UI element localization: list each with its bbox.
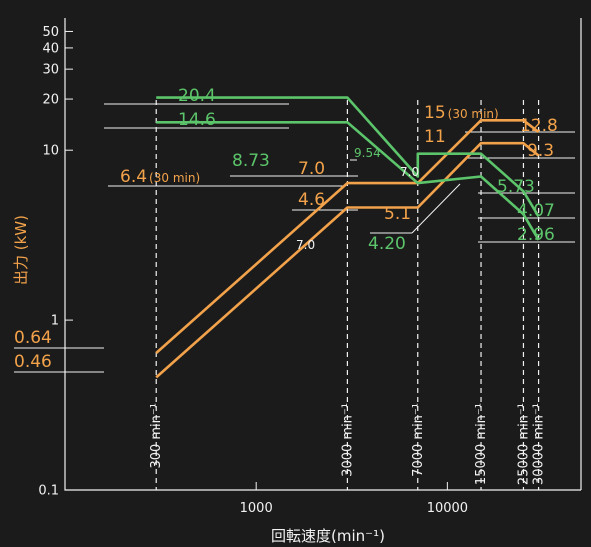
- annotation-label: 12.8: [520, 116, 558, 136]
- annotation-label: 8.73: [232, 151, 270, 171]
- annotation-label: 7.0: [298, 159, 325, 179]
- speed-marker-label: 3000 min⁻¹: [340, 403, 355, 477]
- speed-marker-label: 25000 min⁻¹: [516, 403, 531, 485]
- annotation-label: 7.0: [296, 238, 315, 252]
- series-line-4: [156, 121, 540, 241]
- annotation-label: 6.4 (30 min): [120, 167, 200, 187]
- y-tick-label: 20: [42, 93, 59, 108]
- x-axis-title: 回転速度(min⁻¹): [271, 527, 385, 545]
- annotation-label: 9.54: [354, 146, 381, 160]
- y-tick-label: 40: [42, 41, 59, 56]
- annotation-label: 5.73: [497, 177, 535, 197]
- speed-marker-label: 15000 min⁻¹: [474, 403, 489, 485]
- speed-marker-label: 30000 min⁻¹: [532, 403, 547, 485]
- annotation-label: 2.96: [517, 225, 555, 245]
- annotation-label: 15 (30 min): [424, 103, 499, 123]
- annotation-label: 14.6: [178, 110, 216, 130]
- y-tick-label: 50: [42, 25, 59, 40]
- annotation-label: 11: [424, 127, 446, 147]
- y-tick-label: 30: [42, 63, 59, 78]
- speed-marker-label: 300 min⁻¹: [149, 403, 164, 469]
- annotation-label: 0.46: [14, 352, 52, 372]
- annotation-suffix: (30 min): [149, 171, 200, 185]
- series-line-2: [155, 141, 540, 379]
- x-tick-label: 1000: [240, 501, 273, 516]
- annotation-label: 4.20: [368, 234, 406, 254]
- annotation-label: 4.07: [517, 201, 555, 221]
- annotation-label: 4.6: [298, 190, 325, 210]
- speed-marker-label: 7000 min⁻¹: [411, 403, 426, 477]
- y-tick-label: 0.1: [38, 484, 59, 499]
- annotation-label: 7.0: [400, 165, 419, 179]
- annotation-label: 0.64: [14, 328, 52, 348]
- y-axis-title: 出力 (kW): [12, 215, 30, 285]
- annotation-label: 20.4: [178, 86, 216, 106]
- series-line-1: [155, 119, 540, 354]
- annotation-label: 9.3: [527, 141, 554, 161]
- x-tick-label: 10000: [427, 501, 468, 516]
- series-line-3: [156, 96, 540, 218]
- y-tick-label: 10: [42, 144, 59, 159]
- leader-line: [411, 183, 461, 234]
- annotation-label: 5.1: [384, 204, 411, 224]
- y-tick-label: 1: [51, 314, 59, 329]
- annotation-suffix: (30 min): [448, 107, 499, 121]
